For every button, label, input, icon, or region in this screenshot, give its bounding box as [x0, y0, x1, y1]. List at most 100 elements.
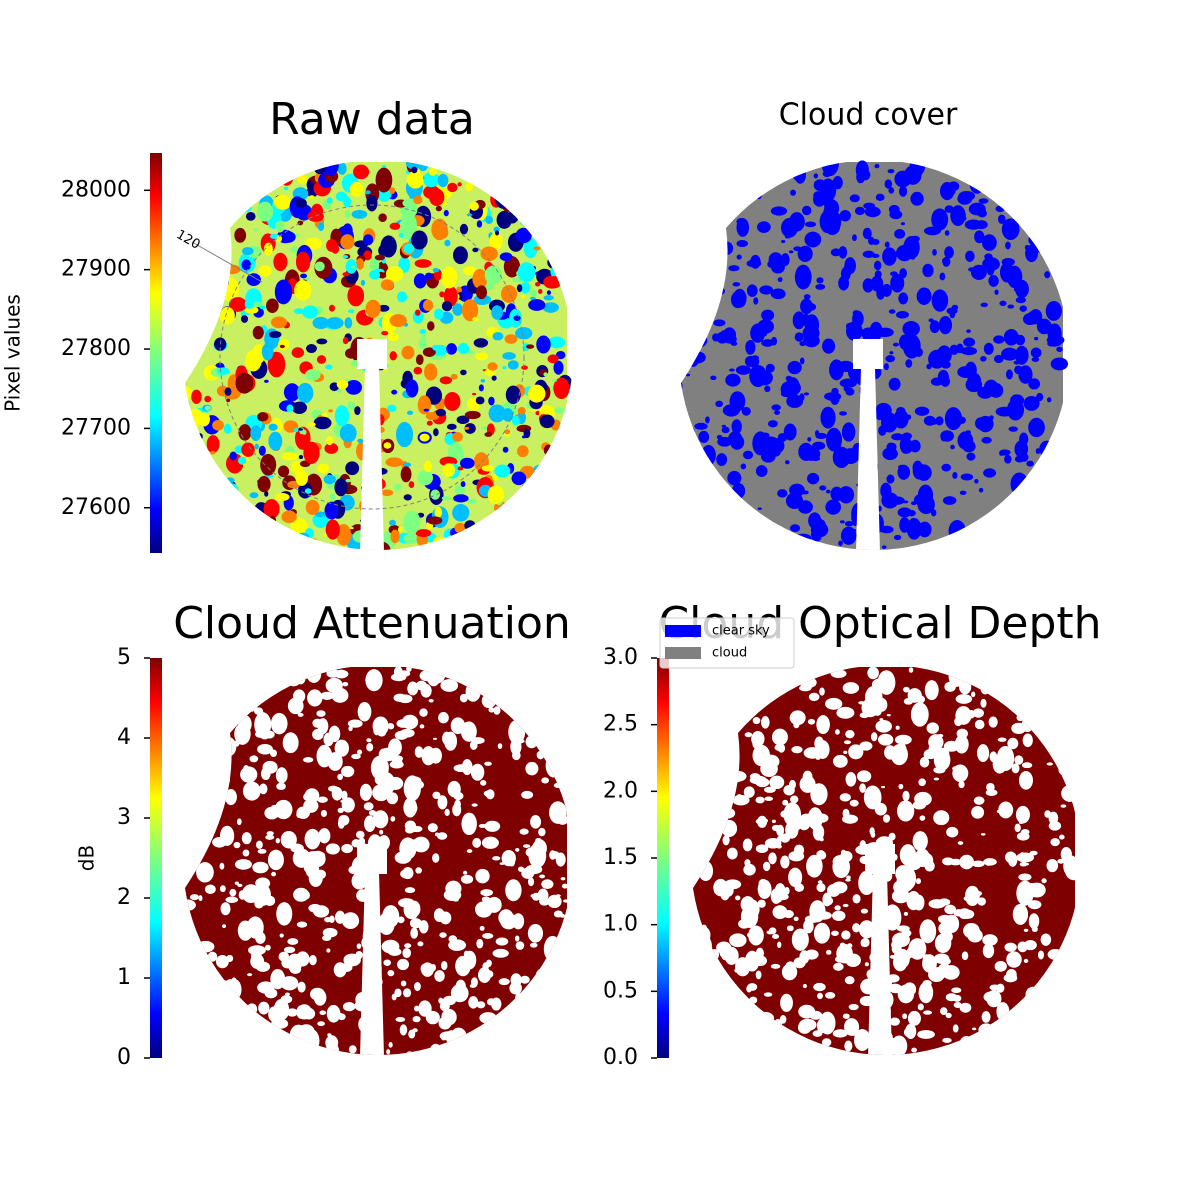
cloud-blob — [552, 463, 568, 475]
cloud-blob — [413, 366, 423, 375]
cloud-blob — [385, 457, 404, 467]
cloud-blob — [817, 851, 827, 860]
cloud-blob — [761, 436, 779, 446]
cloud-blob — [521, 365, 528, 370]
cloud-blob — [520, 294, 526, 299]
cloud-blob — [825, 697, 843, 710]
cloud-blob — [263, 499, 280, 519]
cloud-blob — [257, 848, 267, 854]
cloud-blob — [328, 409, 333, 413]
cloud-blob — [755, 970, 762, 980]
cloud-blob — [418, 1000, 432, 1017]
cloud-blob — [986, 263, 995, 276]
cloud-blob — [830, 391, 840, 405]
cloud-blob — [322, 927, 338, 938]
cloud-blob — [895, 725, 900, 730]
cloud-blob — [215, 954, 229, 969]
cloud-blob — [499, 191, 506, 196]
cloud-blob — [949, 311, 956, 319]
cloud-blob — [732, 288, 747, 308]
cloud-blob — [234, 881, 239, 885]
cloud-blob — [1013, 286, 1026, 293]
cloud-blob — [408, 782, 414, 789]
cloud-blob — [396, 719, 411, 728]
cloud-blob — [523, 237, 538, 259]
cloud-blob — [259, 783, 268, 795]
cloud-blob — [395, 421, 414, 448]
cloud-blob — [1002, 665, 1008, 674]
cloud-blob — [969, 164, 981, 180]
cloud-blob — [1008, 500, 1017, 507]
cloud-blob — [511, 471, 527, 486]
cloud-blob — [475, 396, 485, 405]
cloud-blob — [537, 888, 549, 902]
cloud-blob — [893, 534, 902, 540]
cloud-blob — [885, 355, 896, 363]
cloud-blob — [798, 1004, 816, 1019]
cloud-blob — [336, 379, 349, 390]
cloud-blob — [220, 716, 235, 728]
cloud-blob — [1040, 933, 1052, 946]
cloud-blob — [972, 1027, 977, 1031]
cloud-blob — [515, 738, 525, 744]
cloud-blob — [324, 501, 339, 520]
cloud-blob — [290, 246, 298, 254]
cloud-blob — [681, 200, 691, 220]
cloud-blob — [192, 847, 201, 860]
cloud-blob — [403, 533, 421, 544]
cloud-blob — [247, 973, 253, 977]
cloud-blob — [767, 453, 775, 458]
cloud-blob — [185, 1006, 196, 1031]
cloud-blob — [423, 172, 440, 188]
cloud-blob — [923, 1010, 933, 1015]
cloud-blob — [308, 195, 315, 199]
cloud-blob — [175, 166, 181, 171]
cloud-blob — [548, 1022, 554, 1026]
cloud-blob — [525, 479, 537, 487]
cloud-blob — [316, 355, 327, 364]
cloud-blob — [394, 483, 402, 491]
cloud-blob — [378, 213, 387, 223]
cloud-blob — [683, 454, 701, 464]
cloud-blob — [337, 773, 343, 781]
cloud-blob — [536, 335, 551, 354]
cloud-blob — [216, 1003, 221, 1007]
cloud-blob — [813, 173, 819, 179]
cloud-blob — [807, 870, 813, 876]
tick-label: 2.0 — [603, 778, 638, 803]
cloud-blob — [325, 1042, 340, 1055]
cloud-blob — [1057, 858, 1065, 864]
cloud-blob — [1044, 271, 1051, 279]
cloud-blob — [537, 193, 549, 207]
cloud-blob — [242, 192, 252, 199]
cloud-blob — [681, 231, 687, 242]
cloud-blob — [185, 671, 187, 677]
cloud-blob — [363, 234, 374, 246]
cloud-blob — [282, 732, 299, 754]
cloud-blob — [842, 808, 850, 819]
cloud-blob — [899, 436, 912, 454]
cloud-blob — [494, 186, 512, 209]
cloud-blob — [196, 862, 214, 883]
cloud-blob — [242, 781, 261, 801]
cloud-blob — [189, 500, 195, 505]
cloud-blob — [753, 955, 767, 967]
cloud-blob — [1056, 731, 1069, 748]
cloud-blob — [725, 373, 741, 387]
cloud-blob — [1021, 762, 1033, 769]
cloud-blob — [971, 806, 985, 819]
cloud-blob — [771, 677, 782, 687]
cloud-blob — [372, 716, 389, 736]
cloud-blob — [489, 232, 503, 251]
cloud-blob — [294, 280, 312, 301]
cloud-blob — [386, 1049, 391, 1055]
cloud-blob — [831, 930, 839, 936]
cloud-blob — [793, 957, 806, 969]
cloud-blob — [951, 987, 962, 994]
cloud-blob — [670, 479, 679, 486]
cloud-blob — [237, 883, 243, 888]
cloud-blob — [750, 254, 761, 269]
cloud-blob — [403, 988, 412, 998]
cloud-blob — [326, 436, 334, 446]
cloud-blob — [733, 442, 739, 450]
